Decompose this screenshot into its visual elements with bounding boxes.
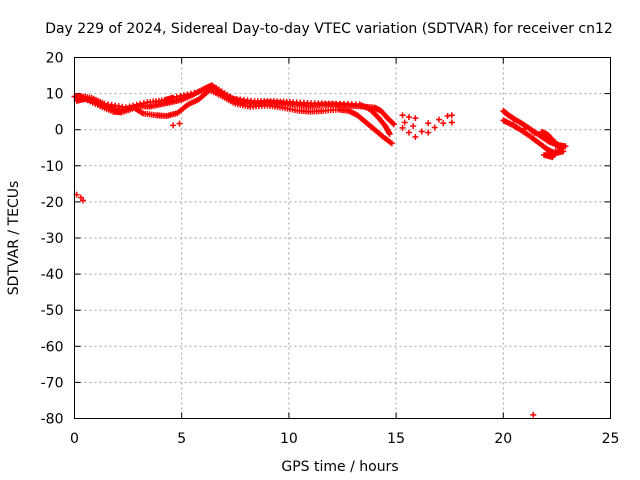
scatter-point [140, 100, 147, 107]
plot-frame [74, 57, 611, 419]
x-tick-label: 15 [387, 431, 405, 447]
scatter-point [448, 112, 455, 119]
scatter-point [126, 103, 133, 110]
scatter-point [431, 124, 438, 131]
y-tick-label: -80 [41, 412, 64, 428]
scatter-point [177, 93, 184, 100]
scatter-point [405, 114, 412, 121]
scatter-point [555, 147, 562, 154]
y-tick-label: -70 [41, 375, 64, 391]
scatter-point [170, 94, 177, 101]
x-axis-label: GPS time / hours [281, 459, 398, 475]
scatter-point [180, 92, 187, 99]
scatter-point [448, 119, 455, 126]
scatter-point [558, 146, 565, 153]
scatter-point [405, 129, 412, 136]
scatter-point [173, 93, 180, 100]
scatter-point [399, 124, 406, 131]
x-tick-label: 0 [70, 431, 79, 447]
scatter-point [549, 149, 556, 156]
y-tick-label: -20 [41, 195, 64, 211]
scatter-point [170, 122, 177, 129]
scatter-point [401, 119, 408, 126]
scatter-point [410, 123, 417, 130]
scatter-point [425, 129, 432, 136]
scatter-point [549, 154, 556, 161]
scatter-point [530, 411, 537, 418]
x-tick-label: 10 [280, 431, 298, 447]
scatter-point [562, 143, 569, 150]
scatter-point [133, 101, 140, 108]
scatter-point [137, 100, 144, 107]
scatter-point [386, 131, 393, 138]
scatter-point [195, 89, 202, 96]
scatter-point [209, 85, 216, 92]
scatter-point [202, 87, 209, 94]
scatter-point [389, 120, 396, 127]
scatter-point [440, 120, 447, 127]
scatter-point [198, 88, 205, 95]
y-tick-label: 0 [55, 123, 64, 139]
y-tick-label: -40 [41, 267, 64, 283]
y-axis-label: SDTVAR / TECUs [6, 181, 22, 296]
y-tick-label: -50 [41, 303, 64, 319]
data-points [71, 82, 569, 418]
scatter-point [399, 112, 406, 119]
x-tick-label: 5 [177, 431, 186, 447]
scatter-point [552, 148, 559, 155]
scatter-point [176, 120, 183, 127]
y-tick-label: -60 [41, 339, 64, 355]
scatter-point [435, 116, 442, 123]
scatter-point [418, 128, 425, 135]
scatter-point [187, 90, 194, 97]
y-tick-label: -30 [41, 231, 64, 247]
scatter-point [412, 133, 419, 140]
scatter-point [191, 89, 198, 96]
scatter-point [205, 86, 212, 93]
chart-title: Day 229 of 2024, Sidereal Day-to-day VTE… [45, 21, 613, 37]
x-tick-label: 20 [494, 431, 512, 447]
scatter-point [184, 91, 191, 98]
y-tick-label: -10 [41, 159, 64, 175]
scatter-point [412, 115, 419, 122]
scatter-point [122, 104, 129, 111]
scatter-point [425, 120, 432, 127]
scatter-point [531, 130, 538, 137]
scatter-point [80, 197, 87, 204]
scatter-point [130, 102, 137, 109]
scatter-point [388, 140, 395, 147]
y-tick-label: 20 [46, 51, 64, 67]
x-tick-label: 25 [602, 431, 620, 447]
scatter-point [390, 121, 397, 128]
y-tick-label: 10 [46, 87, 64, 103]
